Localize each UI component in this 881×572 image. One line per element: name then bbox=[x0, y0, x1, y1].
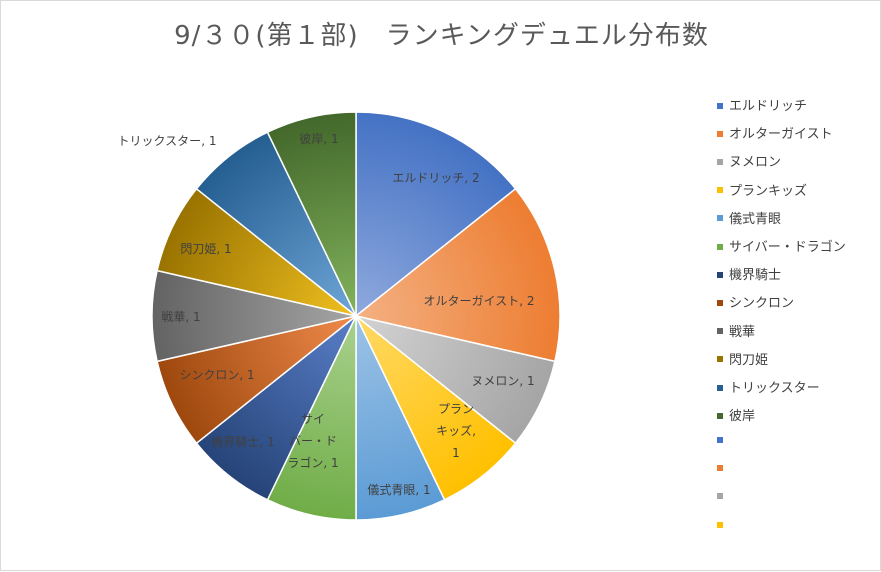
legend-item bbox=[717, 490, 729, 510]
data-label-3: ヌメロン, 1 bbox=[471, 374, 534, 388]
legend-item: 機界騎士 bbox=[717, 264, 781, 284]
data-label-4: プランキッズ, 1 bbox=[436, 402, 476, 460]
legend-swatch bbox=[717, 328, 723, 335]
legend-swatch bbox=[717, 187, 723, 194]
legend-swatch bbox=[717, 271, 723, 278]
legend-item: プランキッズ bbox=[717, 180, 807, 200]
legend-swatch bbox=[717, 299, 723, 306]
legend-label: オルターガイスト bbox=[729, 127, 833, 143]
legend-swatch bbox=[717, 521, 723, 528]
legend-item: サイバー・ドラゴン bbox=[717, 236, 846, 256]
legend-label: シンクロン bbox=[729, 296, 795, 312]
legend-item bbox=[717, 462, 729, 482]
legend-swatch bbox=[717, 465, 723, 472]
legend-label: 彼岸 bbox=[729, 409, 756, 425]
legend-label: 閃刀姫 bbox=[729, 352, 769, 368]
chart-title: 9/３０(第１部) ランキングデュエル分布数 bbox=[174, 21, 709, 51]
legend-label: エルドリッチ bbox=[729, 99, 808, 114]
legend-label: 儀式青眼 bbox=[729, 211, 782, 227]
legend-item: 閃刀姫 bbox=[717, 349, 768, 369]
data-label-9: 戦華, 1 bbox=[161, 310, 200, 324]
legend-label: サイバー・ドラゴン bbox=[729, 240, 846, 255]
data-label-8: シンクロン, 1 bbox=[179, 368, 254, 382]
data-label-7: 機界騎士, 1 bbox=[211, 434, 274, 449]
legend-swatch bbox=[717, 158, 723, 165]
legend-item: 彼岸 bbox=[717, 405, 755, 425]
legend: エルドリッチオルターガイスト ヌメロンプランキッズ 儀式青眼サイバー・ドラゴン 機界騎… bbox=[713, 89, 873, 541]
legend-item: ヌメロン bbox=[717, 151, 781, 171]
data-label-1: エルドリッチ, 2 bbox=[392, 171, 479, 185]
legend-swatch bbox=[717, 493, 723, 500]
pie-slice-1 bbox=[355, 111, 517, 318]
legend-swatch bbox=[717, 436, 723, 443]
legend-swatch bbox=[717, 215, 723, 222]
legend-item: エルドリッチ bbox=[717, 95, 807, 115]
legend-swatch bbox=[717, 384, 723, 391]
legend-item bbox=[717, 518, 729, 538]
legend-label: トリックスター bbox=[729, 381, 820, 396]
legend-label: 戦華 bbox=[729, 324, 756, 340]
data-label-11: トリックスター, 1 bbox=[118, 134, 217, 148]
legend-item: 戦華 bbox=[717, 321, 755, 341]
legend-item: トリックスター bbox=[717, 377, 820, 397]
legend-label: 機界騎士 bbox=[729, 268, 782, 284]
legend-label: ヌメロン bbox=[729, 155, 782, 171]
data-label-12: 彼岸, 1 bbox=[299, 132, 338, 146]
legend-swatch bbox=[717, 130, 723, 137]
pie-slice-2 bbox=[354, 187, 561, 363]
legend-swatch bbox=[717, 412, 723, 419]
legend-swatch bbox=[717, 356, 723, 363]
data-label-6: サイバー・ドラゴン, 1 bbox=[287, 412, 338, 470]
legend-label: プランキッズ bbox=[729, 183, 808, 199]
legend-item bbox=[717, 433, 729, 453]
data-label-2: オルターガイスト, 2 bbox=[424, 294, 535, 308]
legend-swatch bbox=[717, 102, 723, 109]
pie-slice-12 bbox=[266, 111, 357, 317]
legend-item: シンクロン bbox=[717, 292, 794, 312]
legend-item: オルターガイスト bbox=[717, 123, 833, 143]
data-label-5: 儀式青眼, 1 bbox=[367, 483, 430, 497]
legend-swatch bbox=[717, 243, 723, 250]
data-label-10: 閃刀姫, 1 bbox=[180, 242, 231, 256]
legend-item: 儀式青眼 bbox=[717, 208, 781, 228]
